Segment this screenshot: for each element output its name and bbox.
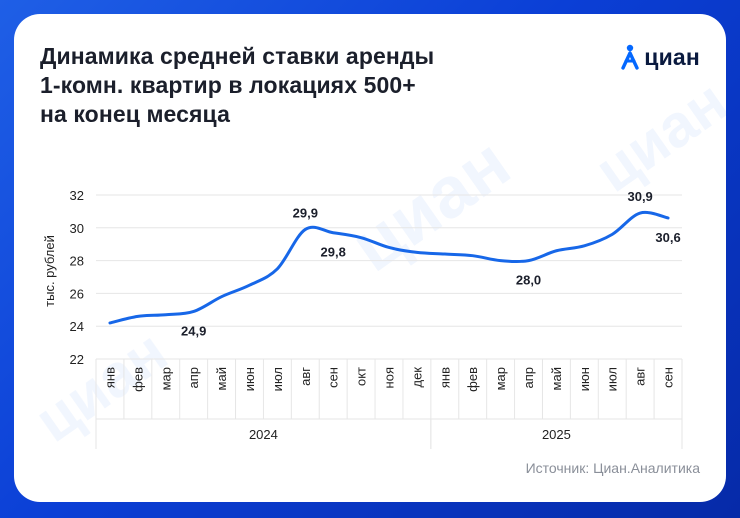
x-tick-label: фев	[130, 367, 145, 392]
y-tick-label: 24	[70, 319, 84, 334]
cian-logo: циан	[620, 42, 700, 72]
group-label-2024: 2024	[249, 427, 278, 442]
y-tick-label: 26	[70, 286, 84, 301]
title-line-1: Динамика средней ставки аренды	[40, 43, 435, 69]
chart-title: Динамика средней ставки аренды 1-комн. к…	[40, 42, 434, 129]
x-tick-label: июл	[605, 367, 620, 391]
source-note: Источник: Циан.Аналитика	[525, 460, 700, 476]
x-tick-label: янв	[437, 367, 452, 388]
x-tick-label: июл	[270, 367, 285, 391]
series-line	[108, 210, 670, 325]
x-tick-label: мар	[493, 367, 508, 390]
chart-card: циан циан циан Динамика средней ставки а…	[14, 14, 726, 502]
x-tick-label: авг	[633, 367, 648, 386]
y-tick-label: 30	[70, 221, 84, 236]
x-tick-label: апр	[521, 367, 536, 389]
cian-person-icon	[621, 44, 639, 70]
y-tick-label: 28	[70, 254, 84, 269]
data-label: 28,0	[516, 273, 541, 288]
x-tick-label: дек	[409, 367, 424, 388]
y-axis-label: тыс. рублей	[42, 235, 57, 307]
x-tick-label: авг	[298, 367, 313, 386]
x-tick-label: фев	[465, 367, 480, 392]
x-tick-label: ноя	[382, 367, 397, 388]
x-tick-label: май	[214, 367, 229, 390]
title-line-3: на конец месяца	[40, 101, 230, 127]
x-tick-label: июн	[577, 367, 592, 391]
data-label: 29,9	[293, 205, 318, 220]
y-tick-label: 22	[70, 352, 84, 367]
data-label: 24,9	[181, 323, 206, 338]
x-tick-label: окт	[354, 367, 369, 386]
x-tick-label: июн	[242, 367, 257, 391]
x-tick-label: янв	[102, 367, 117, 388]
title-line-2: 1-комн. квартир в локациях 500+	[40, 72, 416, 98]
data-label: 30,6	[655, 230, 680, 245]
x-tick-label: сен	[326, 367, 341, 388]
x-tick-label: апр	[186, 367, 201, 389]
x-tick-label: сен	[661, 367, 676, 388]
logo-text: циан	[644, 43, 700, 70]
data-label: 29,8	[321, 245, 346, 260]
x-tick-label: мар	[158, 367, 173, 390]
y-tick-label: 32	[70, 188, 84, 203]
data-label: 30,9	[627, 189, 652, 204]
group-label-2025: 2025	[542, 427, 571, 442]
x-tick-label: май	[549, 367, 564, 390]
